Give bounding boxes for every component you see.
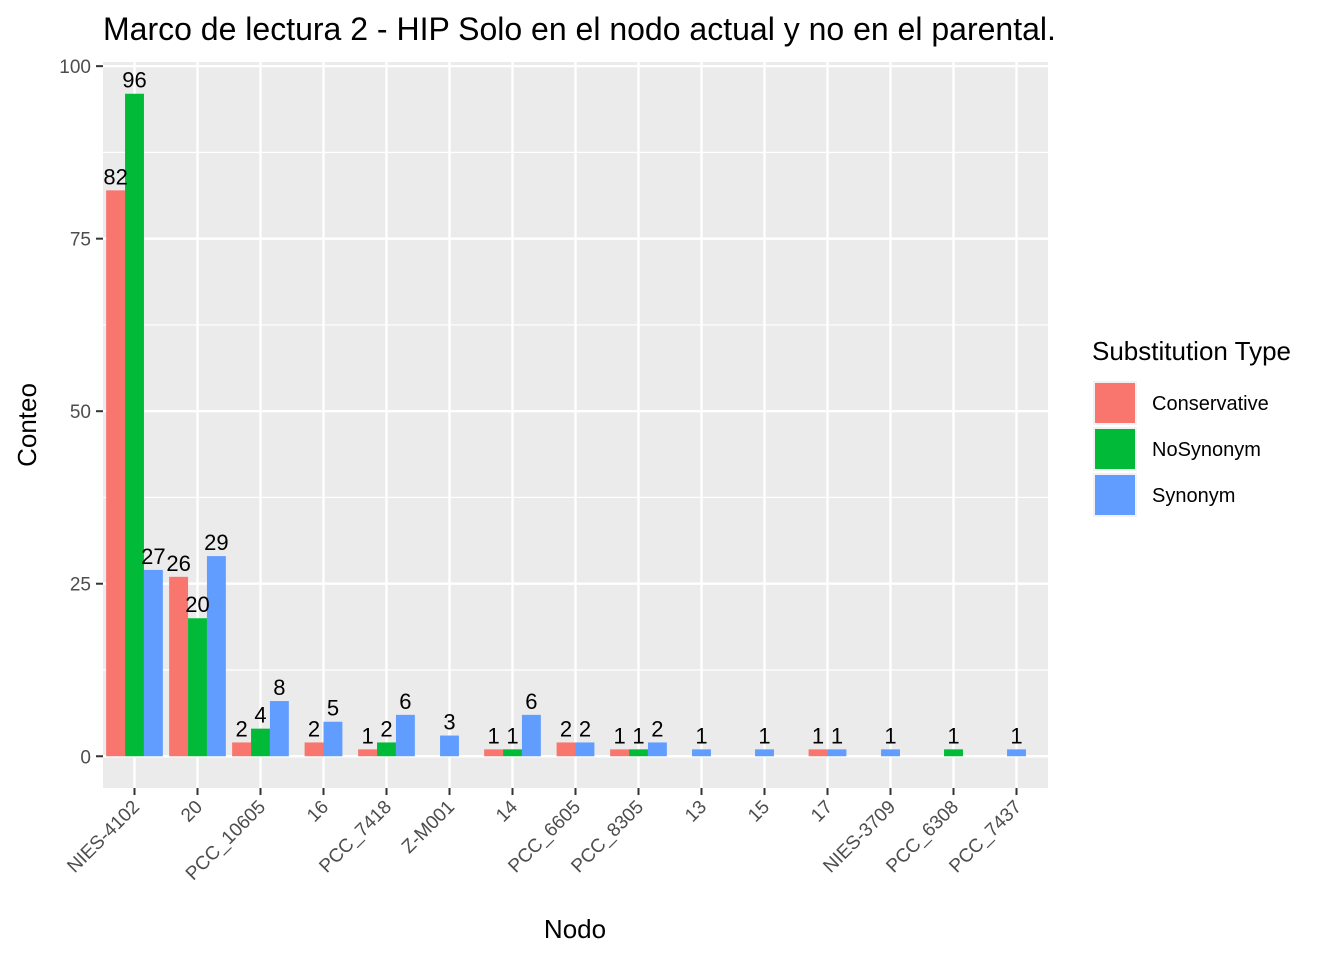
bar-value-label: 5 — [327, 696, 339, 721]
bar-value-label: 2 — [380, 716, 392, 741]
bar-nosynonym-20 — [188, 618, 207, 757]
x-tick-label: 16 — [303, 797, 333, 827]
bar-value-label: 1 — [758, 723, 770, 748]
legend-swatch-nosynonym — [1095, 429, 1135, 469]
bar-value-label: 8 — [273, 675, 285, 700]
bar-synonym-13 — [692, 749, 711, 757]
bar-conservative-17 — [808, 749, 828, 757]
bar-synonym-pcc-6605 — [575, 742, 595, 757]
bar-synonym-nies-4102 — [143, 569, 163, 757]
legend: Substitution Type Conservative NoSynonym S… — [1092, 336, 1291, 517]
bar-value-label: 1 — [506, 723, 518, 748]
bar-nosynonym-nies-4102 — [125, 93, 144, 757]
bar-value-label: 6 — [399, 689, 411, 714]
bar-nosynonym-pcc-7418 — [377, 742, 396, 757]
bar-value-label: 20 — [185, 592, 209, 617]
bar-value-label: 26 — [166, 551, 190, 576]
bar-value-label: 2 — [560, 716, 572, 741]
bar-value-label: 1 — [632, 723, 644, 748]
bar-value-label: 2 — [579, 716, 591, 741]
x-tick-label: Z-M001 — [398, 797, 459, 858]
x-tick-label: 14 — [492, 796, 522, 826]
bar-conservative-pcc-10605 — [232, 742, 252, 757]
bar-conservative-16 — [304, 742, 324, 757]
bar-nosynonym-pcc-8305 — [629, 749, 648, 757]
bar-conservative-pcc-7418 — [358, 749, 378, 757]
bar-nosynonym-14 — [503, 749, 522, 757]
bar-conservative-20 — [169, 576, 189, 757]
legend-title: Substitution Type — [1092, 336, 1291, 366]
bar-synonym-pcc-7437 — [1007, 749, 1026, 757]
bar-value-label: 2 — [308, 716, 320, 741]
bar-value-label: 1 — [361, 723, 373, 748]
legend-label-synonym: Synonym — [1152, 485, 1235, 507]
bar-value-label: 2 — [651, 716, 663, 741]
bar-synonym-pcc-10605 — [269, 701, 289, 757]
bar-value-label: 2 — [235, 716, 247, 741]
bar-value-label: 1 — [695, 723, 707, 748]
bar-conservative-pcc-6605 — [556, 742, 576, 757]
x-tick-label: 20 — [177, 797, 207, 827]
legend-label-nosynonym: NoSynonym — [1152, 439, 1261, 461]
bar-conservative-14 — [484, 749, 504, 757]
chart-title: Marco de lectura 2 - HIP Solo en el nodo… — [103, 11, 1056, 47]
bar-value-label: 1 — [831, 723, 843, 748]
legend-swatch-synonym — [1095, 475, 1135, 515]
x-tick-label: 17 — [807, 797, 837, 827]
bar-conservative-nies-4102 — [106, 190, 126, 757]
y-tick-label: 100 — [59, 57, 91, 78]
bar-value-label: 4 — [254, 703, 266, 728]
bar-value-label: 6 — [525, 689, 537, 714]
bar-synonym-15 — [755, 749, 774, 757]
bar-value-label: 29 — [204, 530, 228, 555]
bar-nosynonym-pcc-6308 — [944, 749, 963, 757]
bar-nosynonym-pcc-10605 — [251, 728, 270, 757]
bar-synonym-16 — [323, 721, 343, 757]
bar-value-label: 82 — [103, 164, 127, 189]
bar-value-label: 1 — [947, 723, 959, 748]
bar-value-label: 96 — [122, 68, 146, 93]
y-tick-label: 0 — [80, 747, 91, 768]
x-axis-title: Nodo — [544, 914, 606, 944]
bar-value-label: 1 — [812, 723, 824, 748]
bar-value-label: 27 — [141, 544, 165, 569]
legend-swatch-conservative — [1095, 383, 1135, 423]
bar-synonym-17 — [827, 749, 847, 757]
y-axis-title: Conteo — [12, 383, 42, 467]
bar-value-label: 1 — [613, 723, 625, 748]
bar-value-label: 1 — [487, 723, 499, 748]
x-tick-label: NIES-4102 — [63, 797, 144, 878]
x-tick-label: 13 — [681, 797, 711, 827]
legend-label-conservative: Conservative — [1152, 393, 1269, 415]
y-axis: 0 25 50 75 100 — [59, 57, 103, 768]
bars-layer — [106, 93, 1026, 757]
bar-synonym-pcc-7418 — [395, 714, 415, 757]
y-tick-label: 50 — [70, 402, 91, 423]
bar-synonym-pcc-8305 — [647, 742, 667, 757]
bar-value-label: 1 — [1010, 723, 1022, 748]
bar-synonym-nies-3709 — [881, 749, 900, 757]
y-tick-label: 75 — [70, 230, 91, 251]
x-tick-label: 15 — [744, 797, 774, 827]
bar-synonym-14 — [521, 714, 541, 757]
bar-synonym-z-m001 — [440, 735, 459, 757]
bar-value-label: 1 — [884, 723, 896, 748]
bar-synonym-20 — [206, 556, 226, 757]
bar-conservative-pcc-8305 — [610, 749, 630, 757]
bar-value-label: 3 — [443, 710, 455, 735]
y-tick-label: 25 — [70, 575, 91, 596]
